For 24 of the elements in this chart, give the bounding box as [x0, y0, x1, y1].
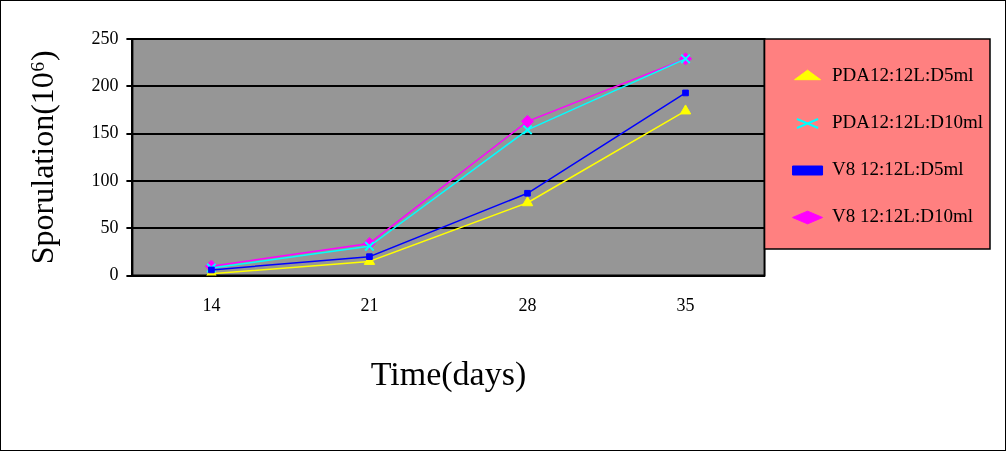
point — [364, 241, 375, 252]
legend-label: PDA12:12L:D10ml — [832, 111, 983, 133]
x-axis-title: Time(days) — [370, 354, 527, 393]
point — [682, 89, 689, 97]
point — [521, 196, 534, 207]
point — [679, 104, 692, 115]
y-tick-label: 0 — [109, 264, 119, 285]
y-axis-title: Sporulation(10⁶) — [23, 50, 60, 265]
y-tick-label: 200 — [91, 75, 119, 96]
y-tick-label: 150 — [91, 122, 119, 143]
legend-label: V8 12:12L:D10ml — [832, 205, 973, 227]
point — [366, 253, 373, 260]
point — [520, 114, 534, 128]
y-tick-label: 100 — [91, 169, 119, 190]
x-tick-label: 21 — [360, 295, 379, 316]
y-tick-label: 50 — [100, 217, 119, 238]
legend-label: V8 12:12L:D5ml — [832, 158, 964, 180]
y-tick-label: 250 — [91, 27, 119, 48]
point — [522, 124, 533, 136]
x-tick-label: 28 — [518, 295, 537, 316]
point — [524, 189, 531, 197]
x-tick-label: 14 — [202, 295, 221, 316]
legend-label: PDA12:12L:D5ml — [832, 64, 974, 86]
x-tick-label: 35 — [676, 295, 695, 316]
